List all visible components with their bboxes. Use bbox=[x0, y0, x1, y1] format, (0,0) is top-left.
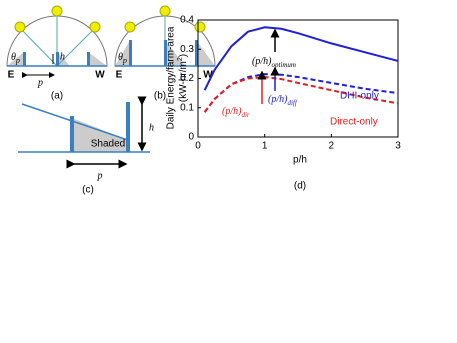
east: E bbox=[116, 70, 123, 81]
west: W bbox=[203, 70, 213, 81]
x-tick-label: 0 bbox=[195, 141, 201, 152]
y-tick-label: 0.3 bbox=[180, 44, 194, 55]
x-tick-label: 1 bbox=[262, 141, 268, 152]
sun bbox=[194, 21, 206, 33]
theta: θp bbox=[118, 52, 127, 65]
annotation: (p/h)diff bbox=[268, 94, 298, 106]
panel bbox=[164, 40, 167, 66]
diagram-a: θp h p E W (a) bbox=[6, 5, 108, 102]
annotation-sub: optimum bbox=[271, 61, 296, 69]
p-label: p bbox=[97, 170, 103, 181]
sun-ray bbox=[21, 103, 129, 141]
annotation-sub: dir bbox=[241, 111, 249, 119]
series-label: Direct-only bbox=[330, 117, 378, 128]
panel bbox=[23, 52, 26, 66]
sun bbox=[159, 5, 171, 17]
panel bbox=[70, 116, 74, 152]
x-tick-label: 2 bbox=[329, 141, 335, 152]
panel bbox=[195, 40, 198, 66]
series-line bbox=[203, 26, 399, 91]
y-tick-label: 0.2 bbox=[180, 73, 194, 84]
y-tick-label: 0 bbox=[188, 132, 194, 143]
caption: (b) bbox=[154, 91, 166, 102]
y-tick-label: 0.1 bbox=[180, 102, 194, 113]
x-tick-label: 3 bbox=[395, 141, 401, 152]
y-axis-label: (kW-hr/m2) bbox=[177, 54, 189, 102]
h-label: h bbox=[60, 51, 65, 62]
shaded-label: Shaded bbox=[91, 139, 125, 150]
sun bbox=[89, 21, 101, 33]
annotation-text: (p/h) bbox=[222, 106, 242, 117]
panel bbox=[87, 52, 90, 66]
sun-ray bbox=[56, 27, 96, 67]
diagram-c: h Shaded p (c) bbox=[18, 96, 154, 196]
caption: (c) bbox=[82, 185, 94, 196]
series-label: DHI-only bbox=[340, 91, 379, 102]
panel bbox=[126, 102, 130, 152]
caption: (a) bbox=[51, 91, 63, 102]
sun-ray bbox=[19, 27, 58, 67]
annotation-text: (p/h) bbox=[252, 56, 272, 67]
west: W bbox=[95, 70, 105, 81]
annotation: (p/h)optimum bbox=[252, 56, 296, 68]
sun bbox=[124, 21, 136, 33]
chart: p/h (d) Daily Energy/farm-area (kW-hr/m2… bbox=[166, 19, 399, 192]
y-axis-label: Daily Energy/farm-area bbox=[166, 26, 177, 129]
series-line bbox=[203, 76, 399, 113]
caption: (d) bbox=[294, 181, 306, 192]
sun bbox=[14, 21, 26, 33]
annotation: (p/h)dir bbox=[222, 106, 250, 118]
y-tick-label: 0.4 bbox=[180, 15, 194, 26]
annotation-text: (p/h) bbox=[268, 94, 288, 105]
theta: θp bbox=[11, 52, 20, 65]
panel bbox=[129, 40, 132, 66]
h-label: h bbox=[149, 122, 154, 133]
x-axis-label: p/h bbox=[293, 155, 307, 166]
east: E bbox=[8, 70, 15, 81]
panel bbox=[56, 52, 59, 66]
p-label: p bbox=[37, 77, 43, 88]
sun bbox=[51, 5, 63, 17]
annotation-sub: diff bbox=[287, 99, 297, 107]
